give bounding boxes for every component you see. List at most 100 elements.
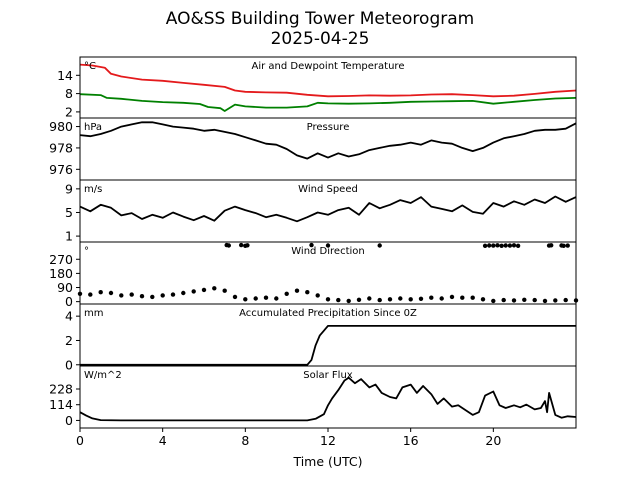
data-point xyxy=(170,292,176,297)
data-point xyxy=(201,287,207,293)
data-point xyxy=(482,243,488,248)
data-point xyxy=(325,297,331,302)
data-point xyxy=(491,298,496,304)
data-point xyxy=(418,296,424,301)
data-point xyxy=(460,295,465,300)
data-point xyxy=(511,243,517,248)
data-point xyxy=(119,293,124,298)
y-tick-label: 180 xyxy=(49,266,73,281)
data-point xyxy=(470,295,475,300)
y-tick-label: 4 xyxy=(65,309,73,324)
data-point xyxy=(495,243,500,248)
series-line-1 xyxy=(79,93,577,112)
data-point xyxy=(263,295,269,300)
panel-unit: °C xyxy=(84,61,96,72)
panel-title: Wind Direction xyxy=(291,246,365,257)
data-point xyxy=(501,297,506,303)
data-point xyxy=(191,289,196,294)
data-point xyxy=(563,297,568,303)
data-point xyxy=(480,297,486,302)
data-point xyxy=(294,288,300,293)
data-point xyxy=(511,298,517,303)
panel-title: Pressure xyxy=(307,122,350,133)
data-point xyxy=(549,243,554,248)
panel-4: 0 2 4 mm Accumulated Precipitation Since 0Z xyxy=(65,303,577,372)
y-tick-label: 90 xyxy=(57,280,73,295)
x-tick-label: 8 xyxy=(241,433,249,448)
data-point xyxy=(487,243,492,248)
y-tick-label: 8 xyxy=(65,86,73,101)
data-point xyxy=(503,243,508,248)
data-point xyxy=(243,297,248,302)
series-line-0 xyxy=(79,376,577,422)
x-axis: 0 4 8 12 16 20 xyxy=(76,428,501,448)
y-tick-label: 0 xyxy=(65,294,73,309)
y-tick-label: 978 xyxy=(49,140,73,155)
data-point xyxy=(226,243,231,248)
x-tick-label: 16 xyxy=(403,433,419,448)
data-point xyxy=(274,296,279,301)
panel-title: Air and Dewpoint Temperature xyxy=(252,61,405,72)
data-point xyxy=(367,296,372,301)
data-point xyxy=(356,297,362,302)
data-point xyxy=(499,243,504,248)
data-point xyxy=(150,294,155,300)
data-point xyxy=(160,293,165,298)
chart-subtitle: 2025-04-25 xyxy=(271,29,370,49)
data-point xyxy=(212,286,217,291)
y-tick-label: 14 xyxy=(57,68,73,83)
data-point xyxy=(449,294,455,300)
panel-unit: m/s xyxy=(84,184,102,195)
series-line-0 xyxy=(79,121,577,160)
data-point xyxy=(253,296,258,301)
y-tick-label: 976 xyxy=(49,162,73,177)
data-point xyxy=(408,297,413,302)
series-line-0 xyxy=(79,195,577,223)
y-tick-label: 114 xyxy=(49,397,73,412)
panel-unit: W/m^2 xyxy=(84,370,122,381)
data-point xyxy=(129,292,134,297)
series-line-0 xyxy=(79,63,577,98)
panel-unit: ° xyxy=(84,246,89,257)
y-tick-label: 980 xyxy=(49,119,73,134)
panel-0: 2 8 14 °C Air and Dewpoint Temperature xyxy=(57,56,577,119)
x-axis-label: Time (UTC) xyxy=(292,454,362,469)
data-point xyxy=(439,296,444,301)
series-line-0 xyxy=(80,324,576,366)
data-point xyxy=(561,243,566,248)
panel-title: Wind Speed xyxy=(298,184,358,195)
panel-unit: hPa xyxy=(84,122,102,133)
data-point xyxy=(305,290,310,295)
y-tick-label: 2 xyxy=(65,104,73,119)
data-point xyxy=(245,243,250,248)
x-tick-label: 12 xyxy=(320,433,336,448)
panel-unit: mm xyxy=(84,308,103,319)
data-point xyxy=(346,298,351,304)
panel-1: 976 978 980 hPa Pressure xyxy=(49,117,577,181)
y-tick-label: 5 xyxy=(65,205,73,220)
data-point xyxy=(284,291,289,296)
y-tick-label: 1 xyxy=(65,229,73,244)
data-point xyxy=(532,297,537,303)
data-point xyxy=(398,296,403,301)
x-tick-label: 0 xyxy=(76,433,84,448)
data-point xyxy=(377,297,382,303)
x-tick-label: 4 xyxy=(159,433,167,448)
data-point xyxy=(542,298,548,304)
data-point xyxy=(309,242,314,248)
panel-title: Accumulated Precipitation Since 0Z xyxy=(239,308,417,319)
y-tick-label: 9 xyxy=(65,181,73,196)
data-point xyxy=(336,297,341,303)
data-point xyxy=(181,290,186,296)
data-point xyxy=(88,292,93,297)
data-point xyxy=(429,295,434,300)
data-point xyxy=(565,243,570,248)
data-point xyxy=(232,294,238,300)
data-point xyxy=(315,293,320,298)
data-point xyxy=(387,297,393,302)
chart-title: AO&SS Building Tower Meteorogram xyxy=(166,9,474,29)
